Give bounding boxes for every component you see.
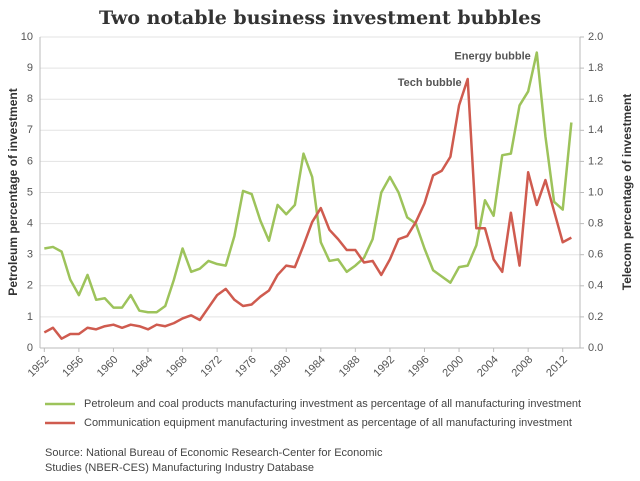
- y2-tick-label: 0.8: [588, 218, 603, 230]
- y-tick-label: 1: [27, 311, 33, 323]
- y2-tick-label: 1.0: [588, 186, 603, 198]
- y2-tick-label: 1.8: [588, 62, 603, 74]
- y-tick-label: 6: [27, 155, 33, 167]
- y-tick-label: 8: [27, 93, 33, 105]
- legend-label: Communication equipment manufacturing in…: [84, 417, 572, 429]
- annotation: Tech bubble: [398, 77, 462, 89]
- x-tick-label: 1984: [302, 354, 328, 380]
- x-tick-label: 1960: [95, 354, 121, 380]
- x-tick-label: 2012: [544, 354, 570, 380]
- x-tick-label: 1972: [198, 354, 224, 380]
- series-line: [43, 77, 572, 340]
- y-tick-label: 4: [27, 218, 33, 230]
- y-tick-label: 0: [27, 342, 33, 354]
- x-tick-label: 1992: [371, 354, 397, 380]
- y2-tick-label: 0.4: [588, 280, 603, 292]
- source-line: Studies (NBER-CES) Manufacturing Industr…: [45, 462, 314, 474]
- y2-tick-label: 0.0: [588, 342, 603, 354]
- x-tick-label: 1964: [129, 354, 155, 380]
- y2-tick-label: 1.2: [588, 155, 603, 167]
- annotation: Energy bubble: [454, 50, 530, 62]
- y2-tick-label: 2.0: [588, 31, 603, 43]
- y2-tick-label: 1.6: [588, 93, 603, 105]
- y-tick-label: 5: [27, 186, 33, 198]
- chart-title: Two notable business investment bubbles: [99, 7, 541, 29]
- x-tick-label: 1996: [406, 354, 432, 380]
- y-tick-label: 2: [27, 280, 33, 292]
- x-tick-label: 1956: [60, 354, 86, 380]
- y2-tick-label: 1.4: [588, 124, 603, 136]
- x-tick-label: 1988: [337, 354, 363, 380]
- y-tick-label: 9: [27, 62, 33, 74]
- x-tick-label: 1952: [26, 354, 52, 380]
- x-tick-label: 1980: [268, 354, 294, 380]
- y-tick-label: 7: [27, 124, 33, 136]
- y-axis-label: Petroleum percentage of investment: [6, 88, 20, 295]
- y2-tick-label: 0.6: [588, 249, 603, 261]
- x-tick-label: 1968: [164, 354, 190, 380]
- x-tick-label: 2000: [440, 354, 466, 380]
- y-tick-label: 3: [27, 249, 33, 261]
- legend-label: Petroleum and coal products manufacturin…: [84, 398, 581, 410]
- y2-axis-label: Telecom percentage of investment: [620, 94, 634, 291]
- y2-tick-label: 0.2: [588, 311, 603, 323]
- x-tick-label: 2004: [475, 354, 501, 380]
- series-line: [44, 51, 573, 314]
- x-tick-label: 1976: [233, 354, 259, 380]
- y-tick-label: 10: [21, 31, 33, 43]
- source-line: Source: National Bureau of Economic Rese…: [45, 447, 383, 459]
- x-tick-label: 2008: [510, 354, 536, 380]
